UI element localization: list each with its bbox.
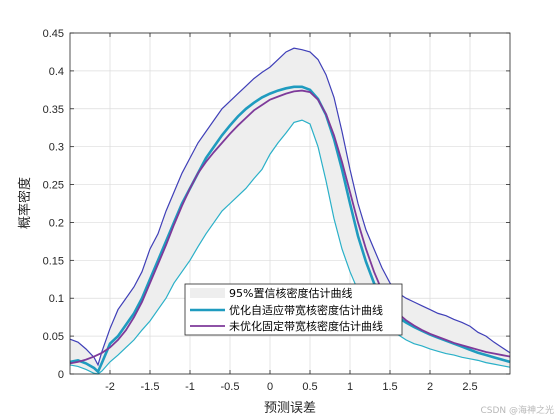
legend-swatch-band [190,288,225,298]
y-tick-label: 0.35 [43,104,64,116]
y-tick-label: 0.05 [43,331,64,343]
x-tick-label: 0 [267,381,273,393]
y-axis-title: 概率密度 [17,177,33,229]
y-tick-label: 0.45 [43,28,64,40]
y-tick-label: 0.4 [49,66,64,78]
x-tick-label: -1 [185,381,195,393]
y-axis-ticks: 0 0.05 0.1 0.15 0.2 0.25 0.3 0.35 0.4 0.45 [43,28,510,381]
confidence-band-lower-line [69,119,511,375]
y-tick-label: 0.2 [49,217,64,229]
legend-label-optimized: 优化自适应带宽核密度估计曲线 [229,303,383,317]
y-tick-label: 0.15 [43,255,64,267]
confidence-band-upper-line [69,47,511,367]
watermark: CSDN @海神之光 [480,406,554,416]
legend-label-band: 95%置信核密度估计曲线 [229,286,352,300]
x-tick-label: 2 [427,381,433,393]
legend-label-unoptimized: 未优化固定带宽核密度估计曲线 [229,319,383,333]
legend: 95%置信核密度估计曲线 优化自适应带宽核密度估计曲线 未优化固定带宽核密度估计… [184,283,403,336]
y-tick-label: 0 [58,369,64,381]
x-tick-label: -1.5 [141,381,160,393]
y-tick-label: 0.3 [49,142,64,154]
x-tick-label: -0.5 [221,381,240,393]
y-tick-label: 0.1 [49,293,64,305]
x-tick-label: 2.5 [462,381,477,393]
x-tick-label: 1.5 [382,381,397,393]
x-tick-label: 1 [347,381,353,393]
unoptimized-fixed-kde-line [69,89,511,365]
x-axis-ticks: -2 -1.5 -1 -0.5 0 0.5 1 1.5 2 2.5 [105,33,478,393]
x-tick-label: -2 [105,381,115,393]
x-axis-title: 预测误差 [264,401,316,416]
y-tick-label: 0.25 [43,180,64,192]
x-tick-label: 0.5 [302,381,317,393]
plot-frame [69,32,511,375]
